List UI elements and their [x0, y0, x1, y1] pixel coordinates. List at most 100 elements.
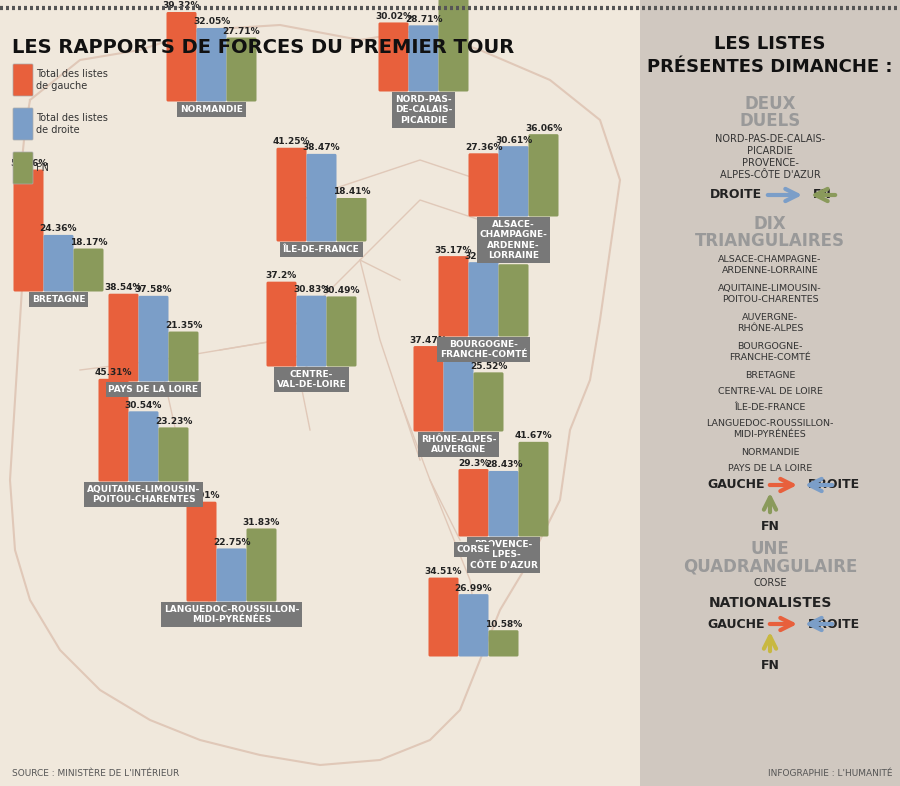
Text: GAUCHE: GAUCHE [707, 479, 765, 491]
FancyBboxPatch shape [158, 428, 188, 482]
Text: 41.67%: 41.67% [515, 432, 553, 440]
Text: 25.52%: 25.52% [470, 362, 508, 371]
Text: 31.48%: 31.48% [495, 254, 532, 263]
Text: BRETAGNE: BRETAGNE [745, 371, 796, 380]
FancyBboxPatch shape [266, 281, 296, 366]
Text: 35.17%: 35.17% [435, 246, 472, 255]
FancyBboxPatch shape [413, 346, 444, 432]
Text: 22.75%: 22.75% [212, 538, 250, 547]
Text: 37.47%: 37.47% [410, 336, 447, 344]
Text: DIX: DIX [753, 215, 787, 233]
Bar [0, 20, 640, 786]
Text: LES LISTES: LES LISTES [715, 35, 826, 53]
Text: AQUITAINE-LIMOUSIN-
POITOU-CHARENTES: AQUITAINE-LIMOUSIN- POITOU-CHARENTES [718, 284, 822, 304]
Text: 26.99%: 26.99% [454, 584, 492, 593]
FancyBboxPatch shape [227, 38, 256, 101]
Text: LES RAPPORTS DE FORCES DU PREMIER TOUR: LES RAPPORTS DE FORCES DU PREMIER TOUR [12, 38, 514, 57]
FancyBboxPatch shape [168, 332, 199, 381]
Text: INFOGRAPHIE : L'HUMANITÉ: INFOGRAPHIE : L'HUMANITÉ [768, 769, 892, 778]
FancyBboxPatch shape [438, 256, 469, 336]
FancyBboxPatch shape [489, 471, 518, 537]
Text: TRIANGULAIRES: TRIANGULAIRES [695, 232, 845, 250]
Text: 23.23%: 23.23% [155, 417, 193, 426]
Text: 38.47%: 38.47% [302, 143, 340, 152]
Text: 44.01%: 44.01% [183, 491, 220, 500]
Text: 36.06%: 36.06% [525, 123, 562, 133]
Text: 32.05%: 32.05% [193, 17, 230, 27]
Text: BRETAGNE: BRETAGNE [32, 295, 86, 304]
Text: 30.49%: 30.49% [323, 286, 360, 295]
Text: 27.36%: 27.36% [464, 143, 502, 152]
Text: FN: FN [760, 659, 779, 672]
Text: ALSACE-
CHAMPAGNE-
ARDENNE-
LORRAINE: ALSACE- CHAMPAGNE- ARDENNE- LORRAINE [480, 220, 547, 260]
FancyBboxPatch shape [518, 442, 548, 537]
FancyBboxPatch shape [109, 294, 139, 381]
Text: ÎLE-DE-FRANCE: ÎLE-DE-FRANCE [734, 403, 806, 412]
Text: QUADRANGULAIRE: QUADRANGULAIRE [683, 557, 857, 575]
Text: ÎLE-DE-FRANCE: ÎLE-DE-FRANCE [284, 245, 360, 254]
Text: RHÔNE-ALPES-
AUVERGNE: RHÔNE-ALPES- AUVERGNE [421, 435, 496, 454]
Text: DUELS: DUELS [740, 112, 801, 130]
Text: NORD-PAS-
DE-CALAIS-
PICARDIE: NORD-PAS- DE-CALAIS- PICARDIE [395, 95, 452, 125]
Text: CENTRE-VAL DE LOIRE: CENTRE-VAL DE LOIRE [717, 387, 823, 396]
Text: UNE: UNE [751, 540, 789, 558]
FancyBboxPatch shape [307, 154, 337, 241]
Text: 30.54%: 30.54% [125, 401, 162, 410]
Text: 32.43%: 32.43% [464, 252, 502, 261]
FancyBboxPatch shape [98, 379, 129, 482]
Text: 10.58%: 10.58% [485, 619, 522, 629]
Text: DROITE: DROITE [710, 189, 762, 201]
Text: DROITE: DROITE [808, 479, 860, 491]
FancyBboxPatch shape [74, 248, 104, 292]
FancyBboxPatch shape [409, 25, 438, 91]
Text: DROITE: DROITE [808, 618, 860, 630]
Text: 29.3%: 29.3% [458, 458, 489, 468]
Text: 38.54%: 38.54% [104, 283, 142, 292]
Text: FN: FN [36, 163, 49, 173]
Text: AQUITAINE-LIMOUSIN-
POITOU-CHARENTES: AQUITAINE-LIMOUSIN- POITOU-CHARENTES [86, 485, 200, 505]
Text: 28.71%: 28.71% [405, 15, 442, 24]
Text: 37.58%: 37.58% [135, 285, 172, 294]
Text: 24.36%: 24.36% [40, 225, 77, 233]
Text: PROVENCE-
ALPES-CÔTE D'AZUR: PROVENCE- ALPES-CÔTE D'AZUR [720, 158, 821, 181]
FancyBboxPatch shape [327, 296, 356, 366]
FancyBboxPatch shape [217, 549, 247, 601]
FancyBboxPatch shape [43, 235, 74, 292]
FancyBboxPatch shape [14, 170, 43, 292]
Text: NATIONALISTES: NATIONALISTES [708, 596, 832, 610]
Text: 28.43%: 28.43% [485, 461, 522, 469]
Text: FN: FN [760, 520, 779, 533]
Text: 30.02%: 30.02% [375, 12, 412, 21]
Text: PROVENCE-
ALPES-
CÔTE D'AZUR: PROVENCE- ALPES- CÔTE D'AZUR [470, 540, 537, 570]
Text: 36.15%: 36.15% [440, 339, 477, 347]
Text: 39.32%: 39.32% [163, 2, 200, 10]
Text: NORMANDIE: NORMANDIE [180, 105, 243, 114]
FancyBboxPatch shape [186, 501, 217, 601]
Text: FN: FN [813, 189, 832, 201]
Text: CENTRE-
VAL-DE-LOIRE: CENTRE- VAL-DE-LOIRE [276, 370, 346, 389]
FancyBboxPatch shape [129, 411, 158, 482]
Text: DEUX: DEUX [744, 95, 796, 113]
FancyBboxPatch shape [528, 134, 559, 216]
FancyBboxPatch shape [13, 64, 33, 96]
FancyBboxPatch shape [196, 28, 227, 101]
FancyBboxPatch shape [379, 23, 409, 91]
FancyBboxPatch shape [276, 148, 307, 241]
Text: 45.31%: 45.31% [94, 369, 132, 377]
Text: NORD-PAS-DE-CALAIS-
PICARDIE: NORD-PAS-DE-CALAIS- PICARDIE [715, 134, 825, 156]
FancyBboxPatch shape [458, 594, 489, 656]
FancyBboxPatch shape [13, 108, 33, 140]
Bar [640, 0, 900, 786]
Text: BOURGOGNE-
FRANCHE-COMTÉ: BOURGOGNE- FRANCHE-COMTÉ [729, 342, 811, 362]
FancyBboxPatch shape [499, 264, 528, 336]
FancyBboxPatch shape [296, 296, 327, 366]
Text: GAUCHE: GAUCHE [707, 618, 765, 630]
FancyBboxPatch shape [428, 578, 458, 656]
Text: Total des listes
de gauche: Total des listes de gauche [36, 69, 108, 91]
FancyBboxPatch shape [247, 528, 276, 601]
Text: 21.35%: 21.35% [165, 321, 202, 330]
Text: NORMANDIE: NORMANDIE [741, 448, 799, 457]
FancyBboxPatch shape [139, 296, 168, 381]
Text: 27.71%: 27.71% [222, 27, 260, 36]
Text: 30.61%: 30.61% [495, 136, 532, 145]
